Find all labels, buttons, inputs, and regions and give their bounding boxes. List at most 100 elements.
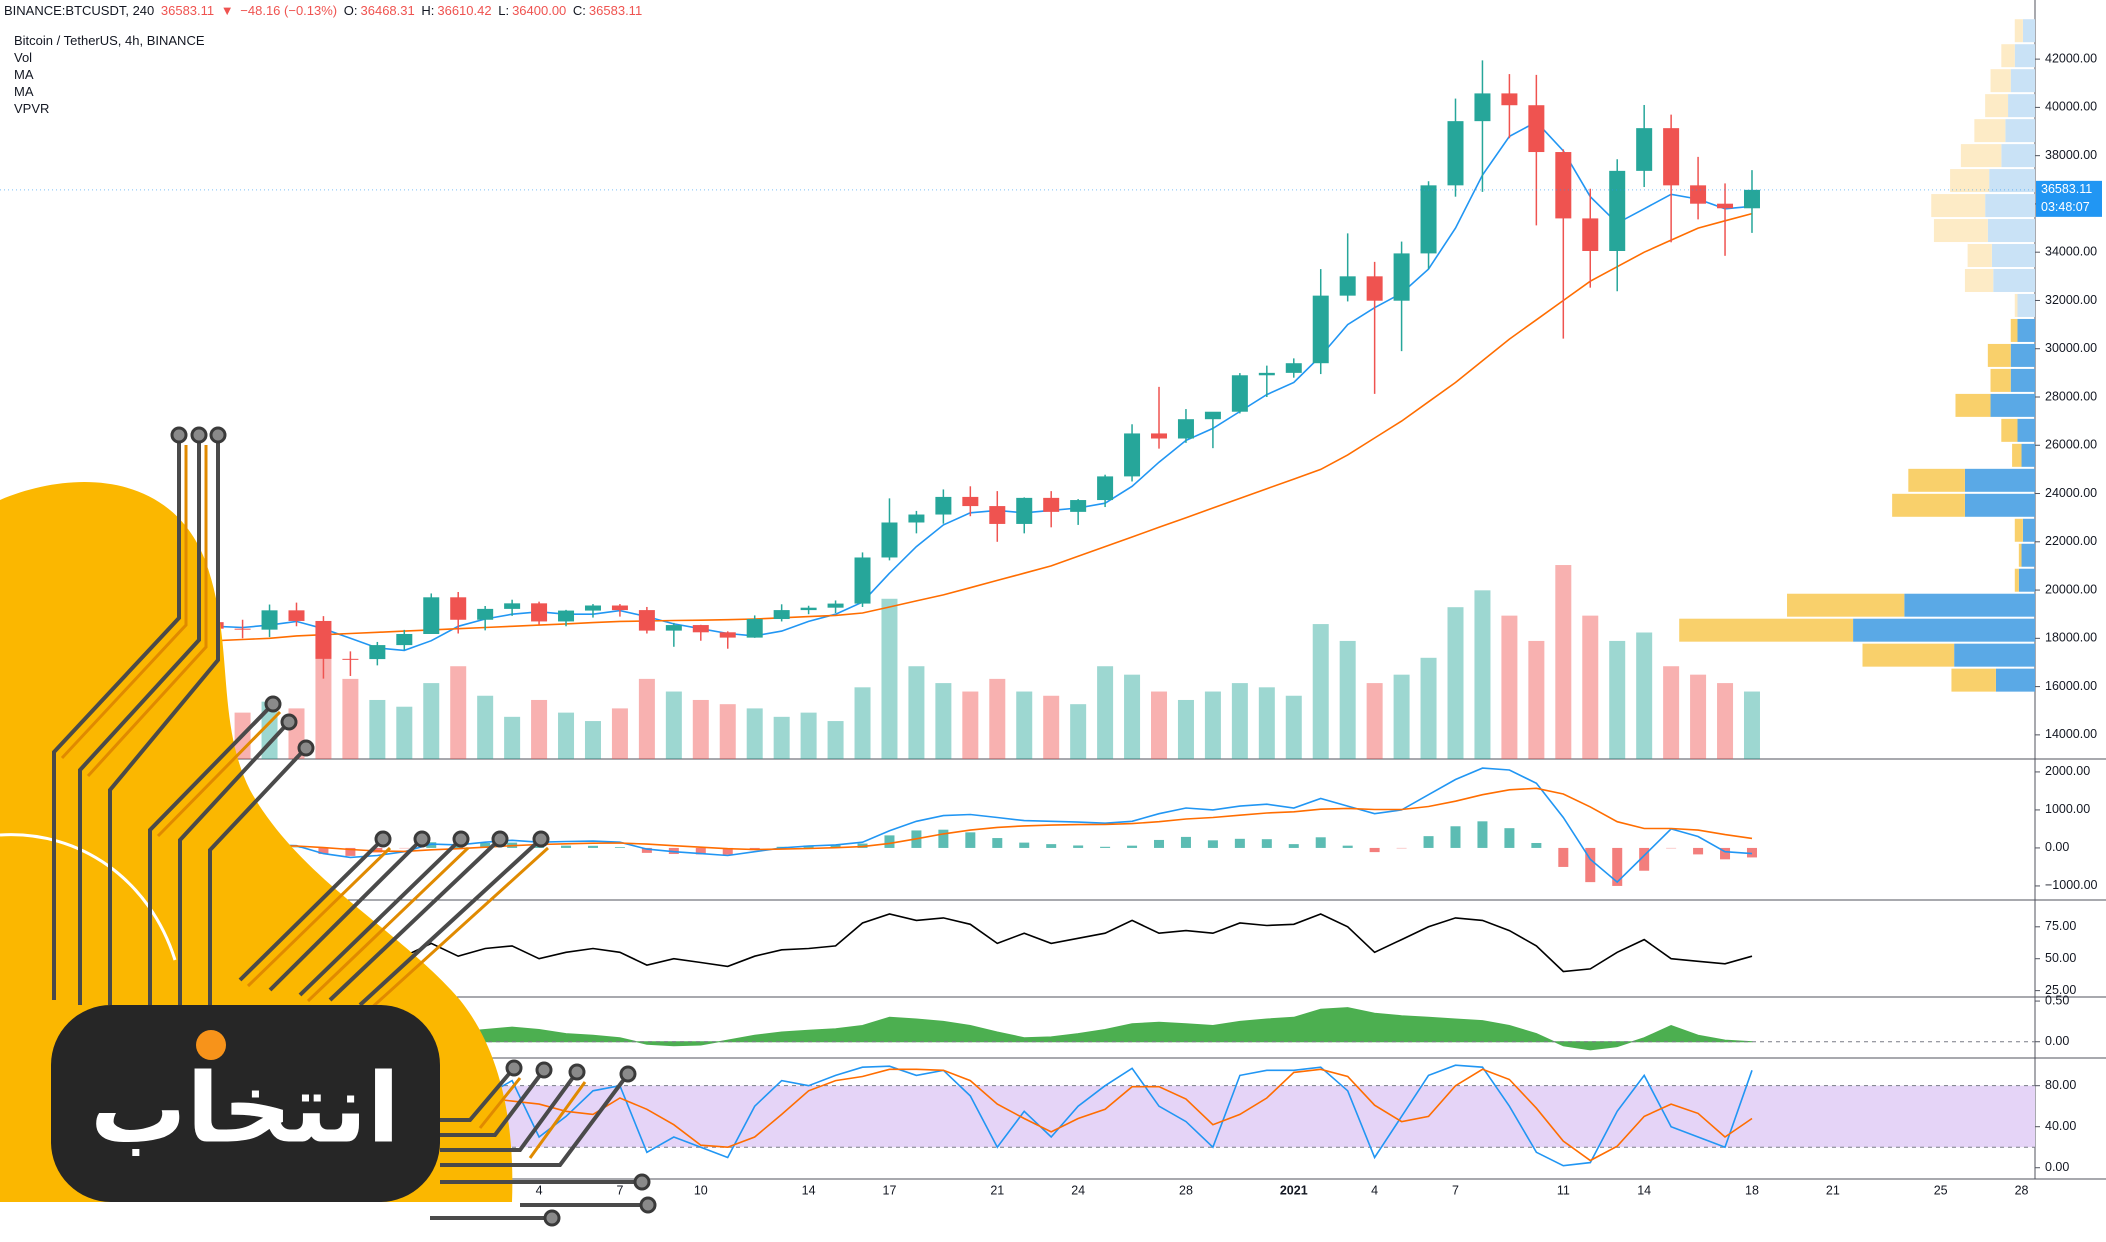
candle-body: [854, 557, 871, 604]
indicator-line: [215, 767, 1753, 884]
x-tick-label: 4: [536, 1183, 543, 1197]
ma-line: [215, 120, 1753, 652]
macd-histogram: [345, 847, 356, 856]
candle-body: [1743, 189, 1760, 209]
volume-bar: [827, 721, 844, 759]
vpvr-sell: [1964, 269, 1994, 292]
vpvr-buy: [2005, 119, 2035, 143]
legend-ma: MA: [14, 67, 34, 82]
logo-badge: [51, 1005, 440, 1202]
volume-bar: [369, 699, 386, 759]
macd-histogram: [884, 835, 895, 848]
volume-bar: [1124, 674, 1141, 759]
macd-histogram: [938, 829, 949, 848]
vpvr-buy: [1989, 169, 2035, 193]
candle-body: [1204, 411, 1221, 420]
y-tick-label: −1000.00: [2045, 878, 2098, 892]
candle-body: [1447, 121, 1464, 186]
vpvr-buy: [2017, 293, 2035, 317]
y-tick-label: 26000.00: [2045, 438, 2097, 452]
legend-title: Bitcoin / TetherUS, 4h, BINANCE: [14, 33, 205, 48]
vpvr-sell: [2018, 543, 2022, 567]
macd-histogram: [1612, 847, 1623, 886]
candle-body: [1312, 295, 1329, 364]
candle-body: [477, 608, 494, 620]
x-tick-label: 18: [1745, 1183, 1759, 1197]
volume-bar: [611, 708, 628, 759]
y-tick-label: 18000.00: [2045, 631, 2097, 645]
legend-vpvr: VPVR: [14, 101, 50, 116]
candle-body: [665, 625, 682, 631]
x-tick-label: 14: [1637, 1183, 1651, 1197]
x-tick-label: 7: [1452, 1183, 1459, 1197]
symbol: BINANCE:BTCUSDT, 240: [4, 3, 155, 18]
vpvr-buy: [2022, 19, 2035, 43]
vpvr-buy: [2022, 518, 2035, 542]
macd-histogram: [857, 843, 868, 848]
vpvr-buy: [2010, 368, 2035, 392]
vpvr-sell: [2010, 318, 2018, 342]
y-tick-label: 40000.00: [2045, 100, 2097, 114]
candle-body: [1177, 419, 1194, 439]
x-tick-label: 21: [1826, 1183, 1840, 1197]
candle-body: [773, 610, 790, 620]
volume-bar: [1717, 683, 1734, 759]
vpvr-sell: [1990, 368, 2011, 392]
candle-body: [396, 633, 413, 646]
macd-histogram: [1693, 847, 1704, 855]
y-tick-label: 25.00: [2045, 983, 2076, 997]
volume-bar: [1690, 674, 1707, 759]
vpvr-buy: [1904, 593, 2035, 617]
y-tick-label: 0.00: [2045, 1160, 2069, 1174]
open-label: O:: [343, 3, 358, 18]
macd-histogram: [1450, 826, 1461, 848]
candle-body: [962, 496, 979, 507]
macd-histogram: [722, 847, 733, 855]
macd-histogram: [1288, 844, 1299, 848]
macd-histogram: [1180, 836, 1191, 848]
candle-body: [450, 597, 467, 620]
macd-histogram: [1046, 844, 1057, 848]
y-tick-label: 42000.00: [2045, 51, 2097, 65]
volume-bar: [908, 666, 925, 759]
candle-body: [1717, 203, 1734, 209]
volume-bar: [1016, 691, 1033, 759]
volume-bar: [1663, 666, 1680, 759]
volume-bar: [989, 678, 1006, 759]
candle-body: [288, 610, 305, 621]
candle-body: [234, 628, 251, 630]
volume-bar: [1609, 640, 1626, 759]
vpvr-sell: [1908, 468, 1965, 492]
volume-bar: [423, 683, 440, 759]
macd-histogram: [480, 842, 491, 848]
volume-bar: [1339, 640, 1356, 759]
y-tick-label: 50.00: [2045, 951, 2076, 965]
volume-bar: [1204, 691, 1221, 759]
vpvr-buy: [1954, 643, 2035, 667]
candle-body: [1636, 128, 1653, 171]
candle-body: [1582, 218, 1599, 251]
volume-bar: [1258, 687, 1275, 759]
y-tick-label: 2000.00: [2045, 764, 2090, 778]
macd-histogram: [1207, 840, 1218, 848]
last-price-label: 36583.11: [2041, 182, 2092, 196]
vpvr-sell: [1955, 393, 1991, 417]
high-label: H:: [421, 3, 435, 18]
open-value: 36468.31: [360, 3, 415, 18]
vpvr-buy: [1990, 393, 2035, 417]
macd-histogram: [1477, 821, 1488, 848]
volume-bar: [396, 706, 413, 759]
candle-body: [1016, 497, 1033, 524]
volume-bar: [558, 712, 575, 759]
y-tick-label: 0.00: [2045, 840, 2069, 854]
vpvr-buy: [2021, 543, 2035, 567]
volume-bar: [1743, 691, 1760, 759]
x-tick-label: 28: [2015, 1183, 2029, 1197]
volume-bar: [854, 687, 871, 759]
volume-bar: [531, 699, 548, 759]
volume-bar: [665, 691, 682, 759]
circuit-nodes: [170, 426, 657, 1227]
volume-bar: [342, 678, 359, 759]
last-price: 36583.11: [160, 3, 215, 18]
volume-bar: [719, 704, 736, 759]
